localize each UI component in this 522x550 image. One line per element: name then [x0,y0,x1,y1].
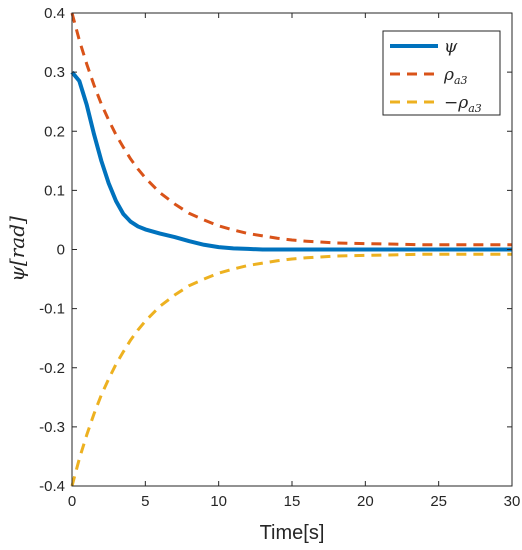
y-tick-label: -0.3 [39,419,65,436]
x-tick-labels: 0 5 10 15 20 25 30 [68,493,521,510]
axes-layer [71,12,513,487]
y-tick-label: -0.1 [39,301,65,318]
y-tick-label: -0.4 [39,478,65,495]
series-line-1 [70,70,512,252]
x-tick-label: 15 [284,493,301,510]
y-tick-labels: -0.4 -0.3 -0.2 -0.1 0 0.1 0.2 0.3 0.4 [39,5,65,495]
x-tick-label: 10 [210,493,227,510]
y-tick-label: 0.3 [44,64,65,81]
x-tick-label: 5 [141,493,149,510]
series-line-3 [70,252,512,487]
x-tick-label: 20 [357,493,374,510]
legend-label-subscript: a3 [468,102,482,115]
y-tick-label: -0.2 [39,360,65,377]
series-layer [70,12,512,487]
x-tick-label: 0 [68,493,76,510]
y-tick-label: 0.4 [44,5,65,22]
y-tick-label: 0.1 [44,182,65,199]
y-tick-label: 0 [57,242,65,259]
y-tick-label: 0.2 [44,123,65,140]
legend-label-1: ψ [444,37,458,57]
x-axis-title: Time[s] [260,522,325,544]
y-axis-title: ψ[rad] [5,216,29,282]
legend-box [382,30,501,116]
x-tick-label: 30 [504,493,521,510]
legend-label-subscript: a3 [454,74,468,87]
x-tick-label: 25 [430,493,447,510]
series-line-2 [70,12,512,247]
